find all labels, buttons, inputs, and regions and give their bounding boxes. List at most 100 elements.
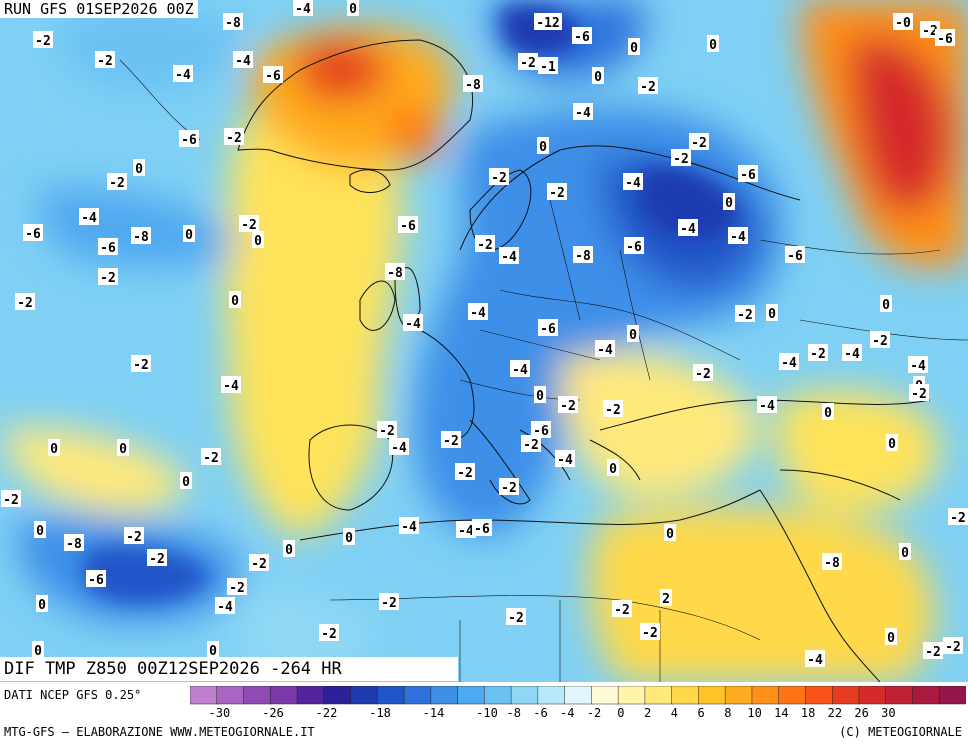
contour-label-bg [455,463,475,480]
contour-label: -4 [557,453,573,468]
contour-label-bg [880,295,892,312]
legend-swatch [591,686,619,705]
contour-label-bg [640,623,660,640]
contour-label-bg [842,344,862,361]
contour-label: -4 [175,68,191,83]
contour-label: -6 [474,522,490,537]
contour-label-bg [899,543,911,560]
contour-label: -6 [626,240,642,255]
legend-swatch [831,686,860,705]
legend-tick-label: -30 [208,706,231,720]
coastlines [237,39,931,682]
contour-label: 0 [209,644,217,659]
contour-label: -2 [457,466,473,481]
contour-label-bg [822,403,834,420]
legend-swatch [350,686,379,705]
contour-label: 0 [629,328,637,343]
contour-label-bg [398,216,418,233]
contour-label-bg [201,448,221,465]
contour-label: -2 [673,152,689,167]
contour-label: -4 [391,441,407,456]
contour-label: -8 [66,537,82,552]
contour-label: -2 [737,308,753,323]
contour-label: -2 [379,424,395,439]
contour-label-bg [885,628,897,645]
contour-label-bg [283,540,295,557]
contour-label: 0 [36,524,44,539]
contour-label: 0 [594,70,602,85]
contour-label-bg [227,578,247,595]
contour-label-bg [707,35,719,52]
contour-label: -8 [225,16,241,31]
contour-label: -2 [950,511,966,526]
contour-label: -4 [81,211,97,226]
legend-tick-label: -22 [315,706,338,720]
contour-label: -2 [810,347,826,362]
contour-label: 0 [709,38,717,53]
contour-label-bg [468,303,488,320]
contour-label-bg [766,304,778,321]
contour-label-bg [124,527,144,544]
contour-label-bg [538,319,558,336]
contour-label-bg [319,624,339,641]
legend-tick-label: 8 [724,706,732,720]
contour-label: 0 [345,531,353,546]
contour-label-bg [385,263,405,280]
legend-tick-label: 6 [697,706,705,720]
contour-label: -2 [491,171,507,186]
legend-swatch [457,686,486,705]
contour-label-bg [805,650,825,667]
legend-swatch [805,686,833,705]
contour-label: -4 [401,520,417,535]
contour-label-bg [592,67,604,84]
legend-swatch [484,686,512,705]
legend-tick-label: -18 [369,706,391,720]
contour-label: 0 [536,389,544,404]
contour-label: -6 [181,133,197,148]
contour-label: -2 [872,334,888,349]
contour-label-bg [531,421,551,438]
contour-label: -12 [536,16,559,31]
contour-label-bg [389,438,409,455]
contour-label-bg [147,549,167,566]
contour-label: -6 [400,219,416,234]
legend-tick-label: 10 [747,706,762,720]
contour-label: 0 [349,2,357,17]
contour-label: -4 [575,106,591,121]
contour-label: -0 [895,16,911,31]
contour-label-bg [547,183,567,200]
contour-label: 0 [539,140,547,155]
contour-label: 0 [231,294,239,309]
contour-label-bg [179,130,199,147]
contour-label-bg [595,340,615,357]
contour-label-bg [131,355,151,372]
contour-label: -2 [149,552,165,567]
contour-label-bg [723,193,735,210]
contour-label-bg [728,227,748,244]
contour-label-bg [36,595,48,612]
contour-label: -2 [241,218,257,233]
contour-label-bg [79,208,99,225]
contour-label: -4 [597,343,613,358]
contour-label: 0 [824,406,832,421]
contour-label: -8 [575,249,591,264]
legend-tick-label: -2 [586,706,602,720]
contour-label-bg [223,13,243,30]
contour-label: -2 [229,581,245,596]
contour-label-bg [472,519,492,536]
contour-label: -4 [512,363,528,378]
temperature-anomaly-map: -8-4 0-2-4-12-6-0-2-60-2 -4-6-2 -1-800-2-4-… [0,0,968,682]
contour-label-bg [249,554,269,571]
contour-label: -6 [574,30,590,45]
legend-tick-label: -26 [262,706,284,720]
footer: DATI NCEP GFS 0.25° -30 -26 -22 -18 -14 -10 -8… [0,682,968,745]
contour-label-bg [534,13,562,30]
contour-label: -6 [265,69,281,84]
contour-label: -4 [458,524,474,539]
contour-label: -4 [501,250,517,265]
contour-label-bg [233,51,253,68]
contour-label: -4 [807,653,823,668]
contour-label: -8 [824,556,840,571]
contour-label: -4 [759,399,775,414]
contour-label: -2 [605,403,621,418]
